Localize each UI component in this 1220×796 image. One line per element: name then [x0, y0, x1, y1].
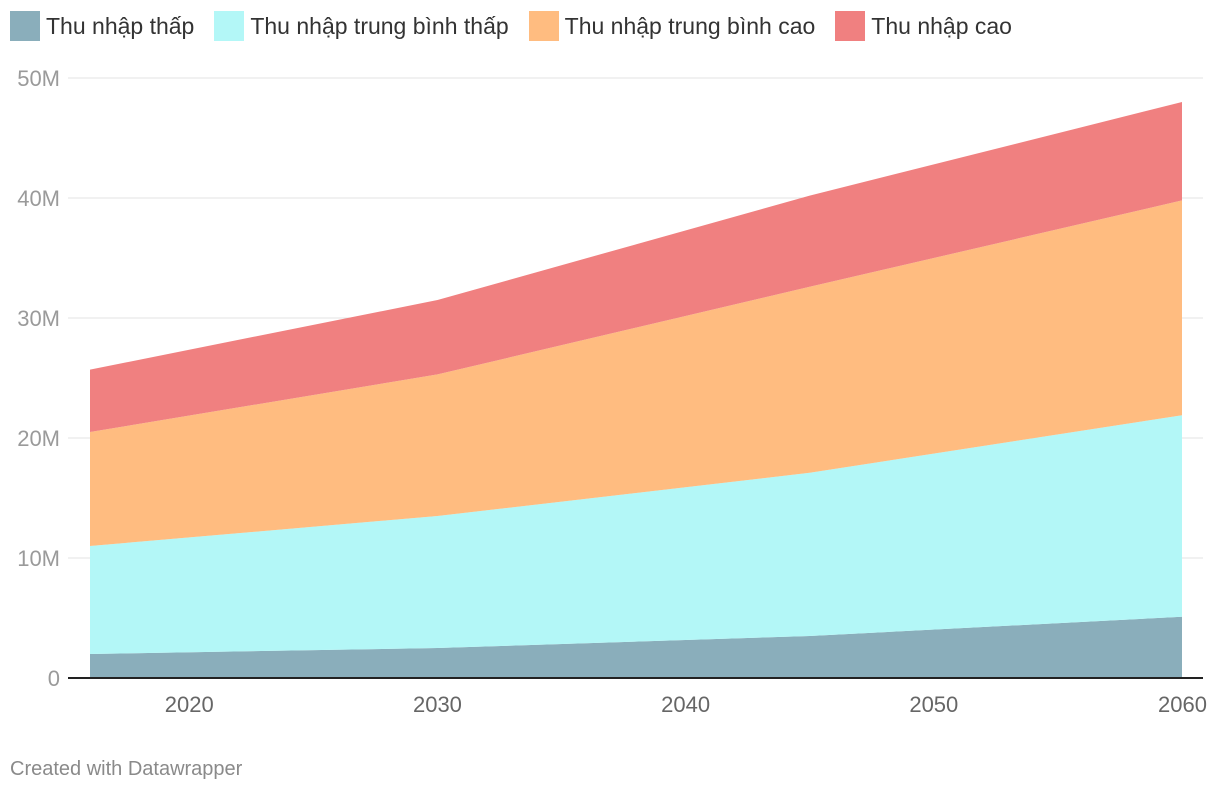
- x-tick-label-2060: 2060: [1158, 692, 1207, 717]
- y-tick-label-30: 30M: [17, 306, 60, 331]
- legend-swatch-lower-middle-income: [214, 11, 245, 41]
- legend-label-lower-middle-income: Thu nhập trung bình thấp: [250, 12, 509, 39]
- area-series-3: [90, 102, 1182, 432]
- area-series-0: [90, 616, 1182, 678]
- y-tick-label-20: 20M: [17, 426, 60, 451]
- legend-item-low-income: Thu nhập thấp: [10, 11, 194, 41]
- legend-label-low-income: Thu nhập thấp: [46, 12, 195, 39]
- y-tick-label-40: 40M: [17, 186, 60, 211]
- legend-label-high-income: Thu nhập cao: [871, 12, 1012, 39]
- legend-swatch-high-income: [835, 11, 866, 41]
- chart-legend: Thu nhập thấp Thu nhập trung bình thấp T…: [10, 10, 1032, 42]
- legend-item-upper-middle-income: Thu nhập trung bình cao: [528, 11, 816, 41]
- area-series-2: [90, 200, 1182, 546]
- y-tick-label-10: 10M: [17, 546, 60, 571]
- area-series-1: [90, 415, 1182, 654]
- credit-text: Created with Datawrapper: [10, 758, 243, 780]
- x-tick-label-2030: 2030: [413, 692, 462, 717]
- legend-swatch-low-income: [10, 11, 40, 41]
- y-tick-label-50: 50M: [17, 66, 60, 91]
- legend-item-high-income: Thu nhập cao: [835, 11, 1012, 41]
- x-tick-label-2040: 2040: [661, 692, 710, 717]
- legend-label-upper-middle-income: Thu nhập trung bình cao: [564, 12, 816, 39]
- y-tick-label-0: 0: [48, 666, 60, 691]
- legend-swatch-upper-middle-income: [528, 11, 559, 41]
- legend-item-lower-middle-income: Thu nhập trung bình thấp: [214, 11, 509, 41]
- x-tick-label-2020: 2020: [165, 692, 214, 717]
- x-tick-label-2050: 2050: [909, 692, 958, 717]
